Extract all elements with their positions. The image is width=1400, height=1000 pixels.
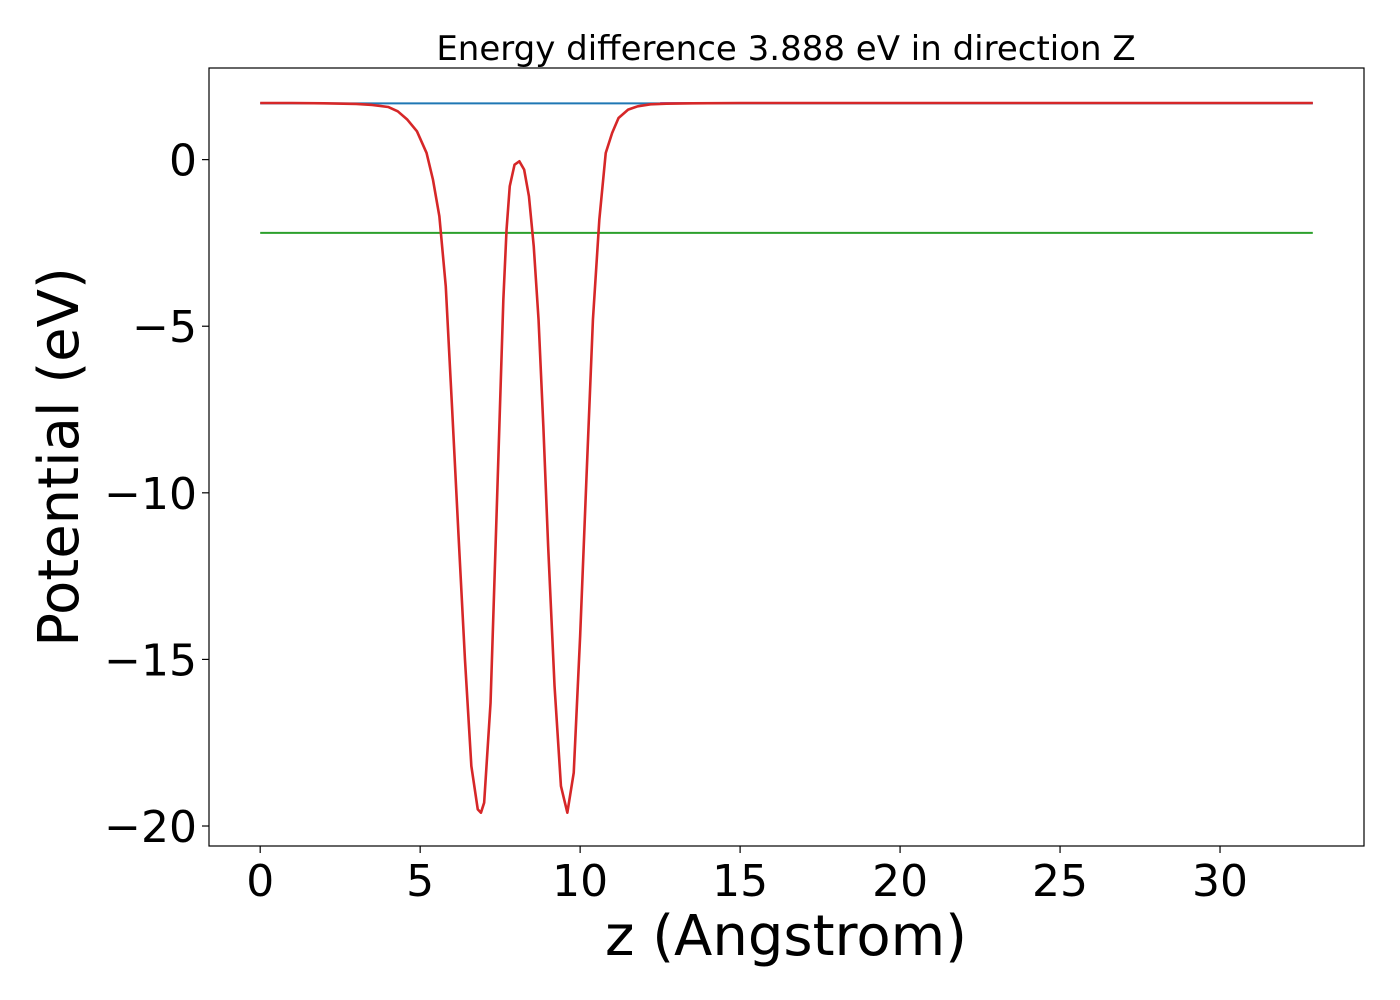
x-tick-label: 30 — [1192, 856, 1248, 907]
chart-title: Energy difference 3.888 eV in direction … — [436, 29, 1135, 69]
x-tick-label: 15 — [712, 856, 768, 907]
x-tick-label: 20 — [872, 856, 928, 907]
x-tick-label: 10 — [552, 856, 608, 907]
y-axis-label: Potential (eV) — [27, 267, 92, 647]
series-line-4 — [260, 101, 1313, 814]
x-axis-ticks: 0 5 10 15 20 25 30 — [246, 846, 1248, 907]
x-axis-label: z (Angstrom) — [605, 904, 967, 969]
x-tick-label: 25 — [1032, 856, 1088, 907]
y-tick-label: −20 — [104, 802, 197, 853]
series-group — [260, 101, 1313, 814]
y-tick-label: −10 — [104, 469, 197, 520]
x-tick-label: 5 — [406, 856, 434, 907]
plot-frame — [208, 67, 1365, 847]
y-tick-label: −15 — [104, 635, 197, 686]
y-tick-label: 0 — [169, 136, 197, 187]
x-tick-label: 0 — [246, 856, 274, 907]
y-axis-ticks: 0 −5 −10 −15 −20 — [104, 136, 209, 853]
y-tick-label: −5 — [132, 302, 197, 353]
